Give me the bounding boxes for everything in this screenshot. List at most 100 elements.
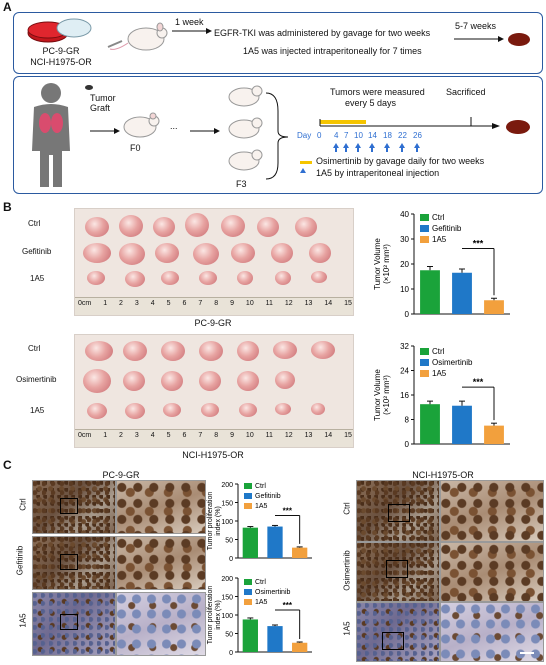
- ruler-top: [75, 297, 353, 315]
- petri-dish-icon: [27, 18, 92, 43]
- zoom-box: [60, 498, 78, 514]
- y-tick-label: 40: [400, 210, 409, 219]
- day-4: 4: [334, 131, 339, 140]
- tumor-icon: [508, 33, 530, 46]
- ruler-label: 14: [324, 432, 333, 439]
- 1a5-injection-text: 1A5 was injected intraperitoneally for 7…: [243, 46, 422, 56]
- ruler-label: 7: [198, 432, 203, 439]
- y-tick-label: 150: [221, 501, 233, 508]
- c-right-row-1a5: 1A5: [342, 621, 352, 636]
- ihc-pc9-gefitinib-low: [32, 536, 116, 590]
- tumor-end-icon: [506, 120, 530, 134]
- cell-line-1: PC-9-GR: [42, 46, 80, 56]
- bar: [267, 626, 283, 652]
- legend-swatch: [244, 589, 252, 595]
- legend-swatch: [420, 348, 429, 355]
- ruler-label: 9: [230, 432, 234, 439]
- bar: [292, 642, 308, 652]
- y-tick-label: 0: [229, 650, 233, 657]
- y-tick-label: 150: [221, 595, 233, 602]
- c-left-row-1a5: 1A5: [18, 613, 28, 628]
- c-left-row-gefitinib: Gefitinib: [15, 545, 25, 576]
- pc9gr-tumor-photo: [74, 208, 354, 316]
- y-tick-label: 0: [405, 310, 410, 319]
- bar: [420, 270, 440, 314]
- zoom-box: [386, 560, 408, 578]
- y-axis-label-line1: Tumor Volume: [373, 369, 382, 421]
- day-0: 0: [317, 131, 322, 140]
- ruler-label: 10: [245, 432, 254, 439]
- h1975or-tumor-photo: [74, 334, 354, 448]
- day-label: Day: [297, 131, 312, 140]
- ihc-pc9-gefitinib-high: [116, 536, 206, 590]
- ruler-top-labels: 0cm 1 2 3 4 5 6 7 8 9 10 11 12 13 14 15: [78, 300, 352, 307]
- 1a5-legend-text: 1A5 by intraperitoneal injection: [316, 168, 440, 178]
- ihc-h1975-osimertinib-low: [356, 542, 440, 602]
- ruler-label: 9: [230, 300, 234, 307]
- ruler-label: 2: [119, 300, 123, 307]
- y-tick-label: 100: [221, 613, 233, 620]
- ruler-label: 3: [134, 432, 139, 439]
- tumor-graft-blob: [85, 85, 93, 90]
- arrow-to-f3: [190, 128, 220, 134]
- legend-swatch: [420, 370, 429, 377]
- b-bottom-row-osimertinib: Osimertinib: [16, 375, 57, 384]
- y-axis-label: Tumor Volume(×10² mm³): [373, 238, 391, 290]
- ruler-label: 0cm: [78, 432, 92, 439]
- y-axis-label-line1: Tumor proliferation: [207, 586, 214, 645]
- y-axis-label-line2: (×10² mm³): [382, 244, 391, 284]
- y-tick-label: 200: [221, 482, 233, 489]
- ruler-label: 3: [134, 300, 139, 307]
- mouse-icon: [107, 22, 168, 51]
- egfr-tki-text: EGFR-TKI was administered by gavage for …: [214, 28, 431, 38]
- ruler-label: 11: [265, 432, 273, 439]
- ellipsis: ...: [170, 121, 178, 131]
- legend-swatch: [244, 579, 252, 585]
- legend-label: 1A5: [255, 503, 268, 510]
- day-18: 18: [383, 131, 392, 140]
- day-22: 22: [398, 131, 407, 140]
- ruler-label: 15: [344, 432, 352, 439]
- ihc-pc9-1a5-high: [116, 592, 206, 656]
- y-axis-label-line2: (×10² mm³): [382, 375, 391, 415]
- human-patient-icon: [32, 83, 70, 187]
- ihc-h1975-osimertinib-high: [440, 542, 544, 602]
- y-tick-label: 50: [225, 538, 233, 545]
- day-7: 7: [344, 131, 349, 140]
- y-tick-label: 30: [400, 235, 409, 244]
- legend-swatch: [420, 359, 429, 366]
- ruler-label: 7: [198, 300, 203, 307]
- b-bottom-row-1a5: 1A5: [30, 406, 45, 415]
- bar: [420, 404, 440, 444]
- y-tick-label: 24: [400, 367, 409, 376]
- y-tick-label: 10: [400, 285, 409, 294]
- bar: [242, 527, 258, 558]
- cell-line-2: NCI-H1975-OR: [30, 57, 92, 67]
- legend-label: 1A5: [432, 235, 447, 244]
- b-top-row-gefitinib: Gefitinib: [22, 247, 52, 256]
- y-tick-label: 32: [400, 342, 409, 351]
- b-top-row-ctrl: Ctrl: [28, 219, 41, 228]
- scale-bar: [520, 652, 534, 654]
- legend-label: Gefitinib: [255, 493, 281, 500]
- bar: [484, 425, 504, 444]
- ruler-label: 13: [304, 432, 313, 439]
- bracket-icon: [265, 92, 289, 180]
- one-week-label: 1 week: [175, 17, 204, 27]
- tumor-graft-label: Tumor Graft: [90, 93, 116, 113]
- panel-a-row2-frame: Tumor Graft F0 ... F3 Tumors were measur…: [13, 76, 543, 194]
- legend-label: Gefitinib: [432, 224, 462, 233]
- legend-label: 1A5: [255, 599, 268, 606]
- ihc-pc9-1a5-low: [32, 592, 116, 656]
- zoom-box: [60, 554, 78, 570]
- c-right-row-ctrl: Ctrl: [342, 502, 352, 515]
- f3-label: F3: [236, 179, 247, 189]
- bar: [292, 547, 308, 558]
- ruler-label: 0cm: [78, 300, 92, 307]
- ihc-h1975-ctrl-low: [356, 480, 440, 542]
- y-tick-label: 8: [405, 416, 410, 425]
- ihc-h1975-1a5-high: [440, 602, 544, 662]
- bar-chart-b-bottom: Tumor Volume(×10² mm³) 0 8 16 24 32 *** Ctrl Osi…: [373, 342, 510, 449]
- ruler-label: 15: [344, 300, 352, 307]
- legend-label: Ctrl: [432, 213, 445, 222]
